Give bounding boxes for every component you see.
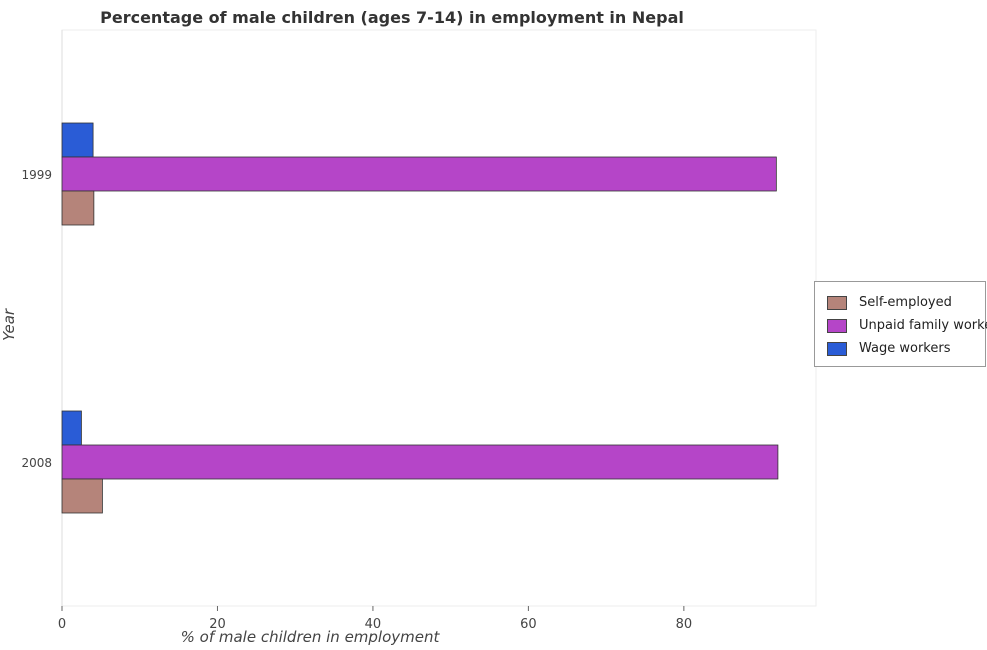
bar-wage-workers-1999: [61, 122, 94, 158]
x-tick-label: 60: [520, 617, 537, 632]
chart-title: Percentage of male children (ages 7-14) …: [100, 8, 684, 27]
y-axis-label: Year: [0, 308, 18, 341]
legend: Self-employed Unpaid family workers Wage…: [814, 281, 987, 367]
y-tick-label: 2008: [21, 456, 52, 470]
x-tick-label: 20: [209, 617, 226, 632]
x-axis-label: % of male children in employment: [181, 628, 441, 646]
bar-self-employed-2008: [61, 478, 103, 514]
legend-label-wage-workers: Wage workers: [859, 341, 951, 356]
bar-unpaid-family-workers-2008: [61, 444, 779, 480]
bar-wage-workers-2008: [61, 410, 82, 446]
legend-swatch-wage-workers: [827, 342, 847, 356]
x-tick-label: 0: [58, 617, 66, 632]
legend-label-unpaid-family-workers: Unpaid family workers: [859, 318, 987, 333]
x-tick-label: 40: [365, 617, 382, 632]
y-tick-label: 1999: [21, 168, 52, 182]
bar-self-employed-1999: [61, 190, 95, 226]
x-tick-label: 80: [676, 617, 693, 632]
legend-swatch-unpaid-family-workers: [827, 319, 847, 333]
plot-frame: [61, 29, 817, 607]
legend-swatch-self-employed: [827, 296, 847, 310]
legend-label-self-employed: Self-employed: [859, 295, 952, 310]
bar-unpaid-family-workers-1999: [61, 156, 777, 192]
